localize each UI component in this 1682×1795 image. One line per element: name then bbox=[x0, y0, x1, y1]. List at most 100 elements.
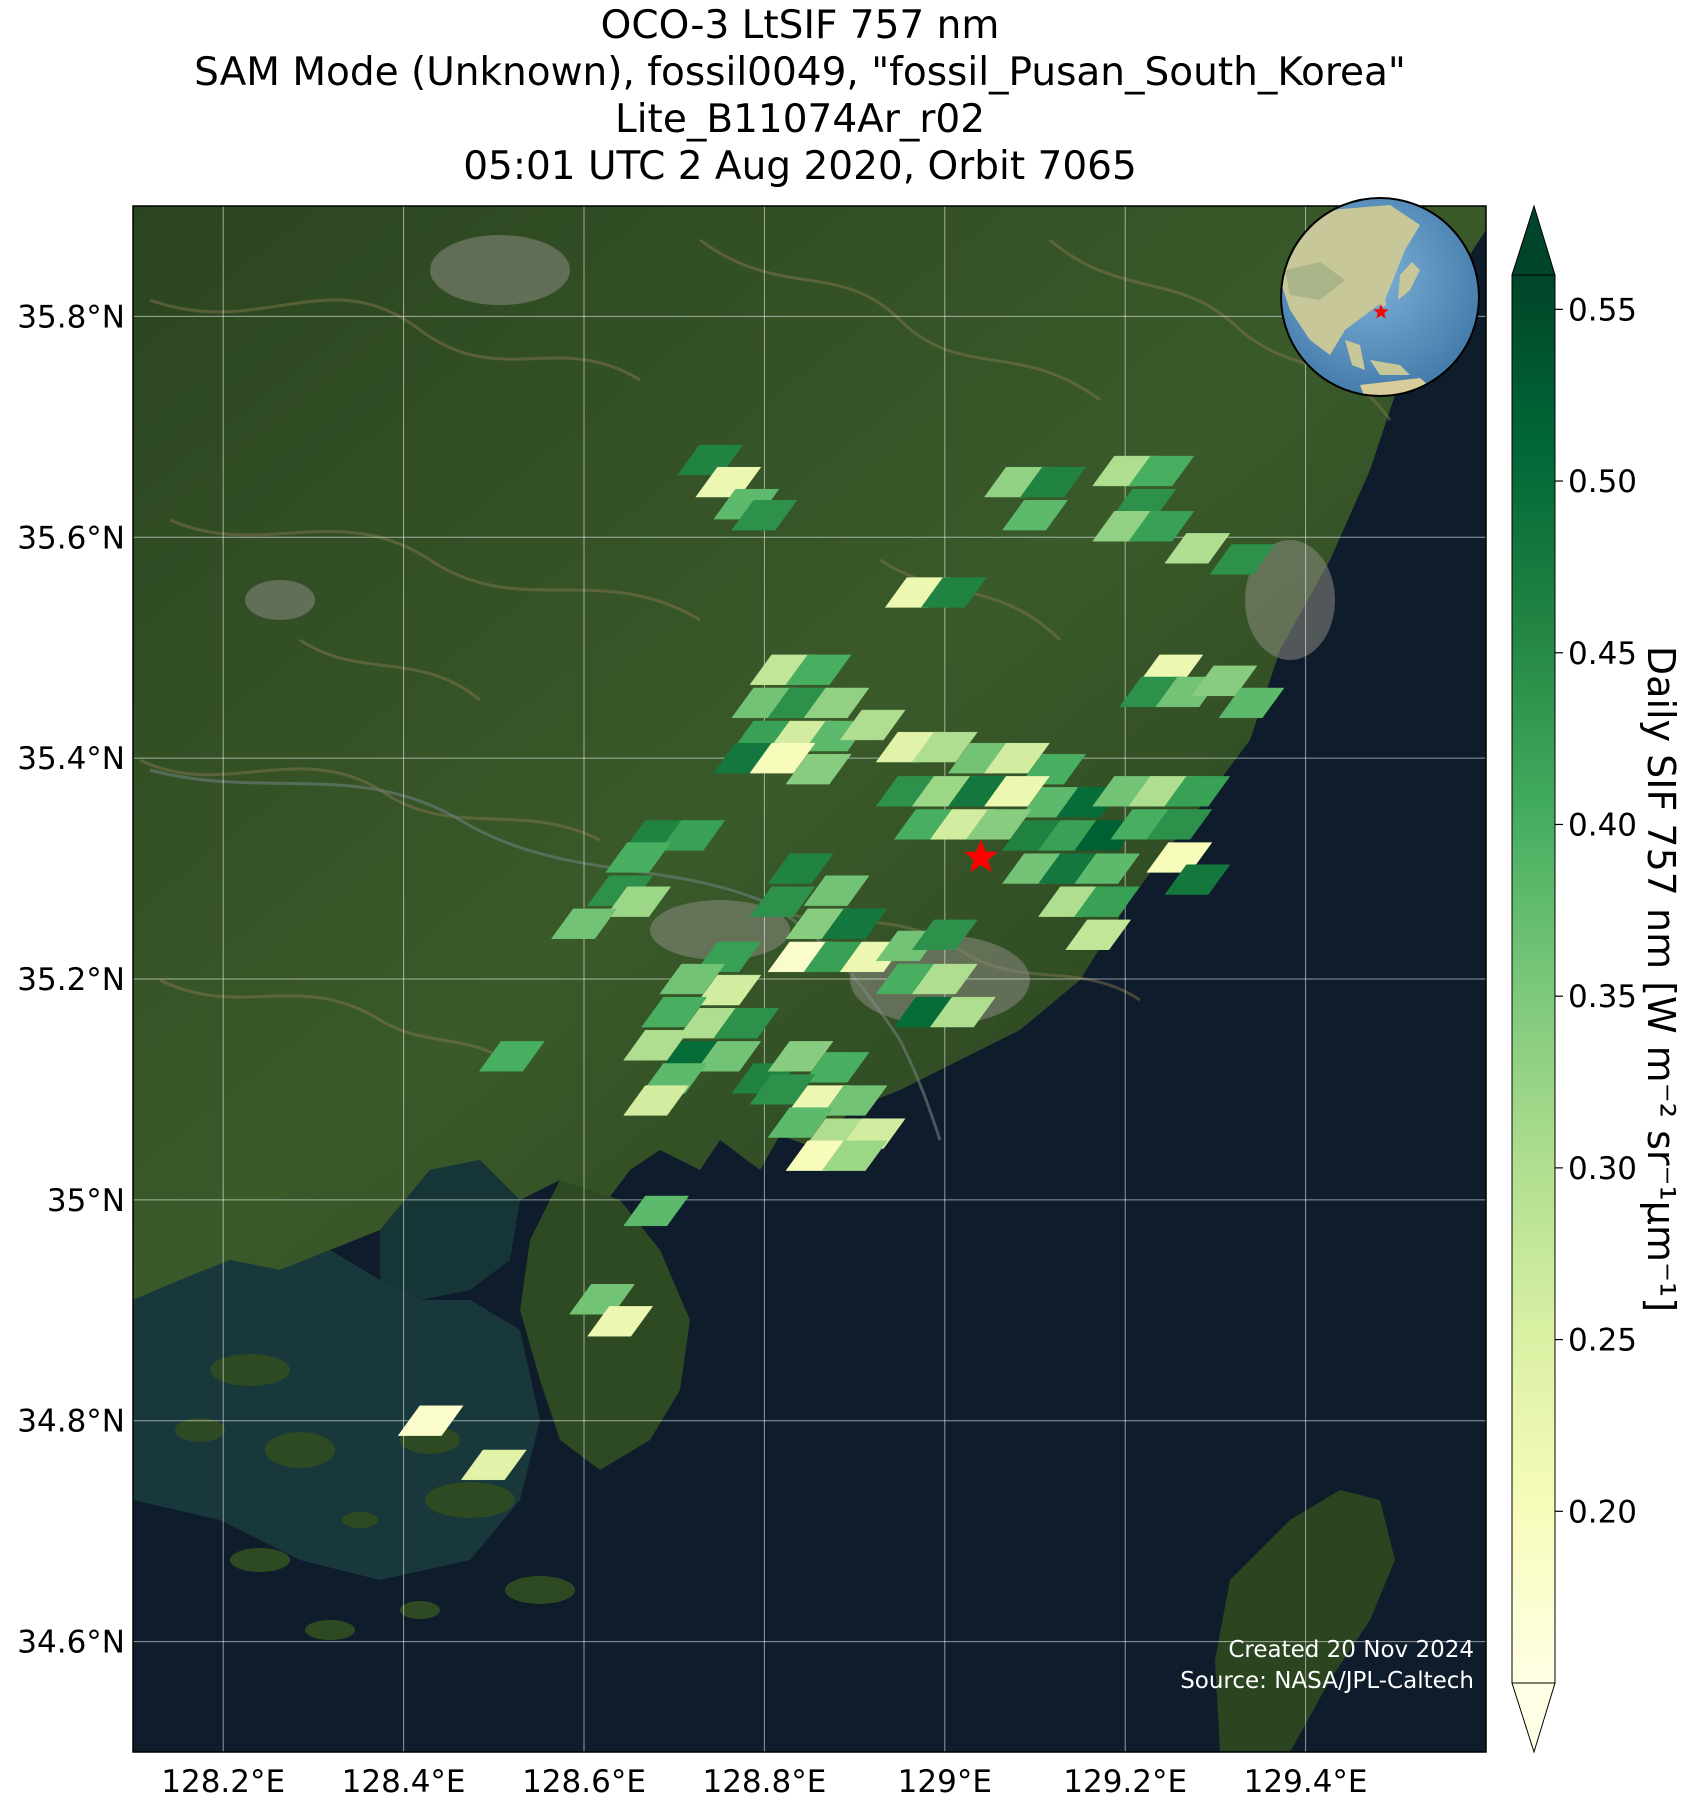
lon-tick-label: 128.2°E bbox=[161, 1764, 285, 1795]
globe-himalaya bbox=[1285, 262, 1345, 300]
lat-tick-label: 34.8°N bbox=[17, 1404, 125, 1440]
credit-line-1: Created 20 Nov 2024 bbox=[1228, 1637, 1474, 1663]
colorbar: 0.55 0.50 0.45 0.40 0.35 0.30 0.25 0.20 Daily S… bbox=[1511, 204, 1682, 1754]
river bbox=[149, 768, 942, 1141]
latitude-tick-labels: 35.8°N 35.6°N 35.4°N 35.2°N 35°N 34.8°N 34.6°N bbox=[17, 299, 125, 1660]
sif-footprint bbox=[911, 919, 978, 950]
lon-tick-label: 128.4°E bbox=[342, 1764, 466, 1795]
colorbar-body bbox=[1511, 274, 1556, 1684]
sif-footprint bbox=[767, 1041, 834, 1072]
colorbar-tick-label: 0.35 bbox=[1568, 979, 1637, 1015]
sif-footprint bbox=[920, 577, 987, 608]
sif-footprint bbox=[803, 1052, 870, 1083]
lat-tick-label: 34.6°N bbox=[17, 1625, 125, 1661]
sif-footprint bbox=[695, 974, 762, 1006]
sif-footprint bbox=[749, 1074, 816, 1105]
sif-footprint bbox=[1209, 544, 1276, 575]
colorbar-tick-label: 0.45 bbox=[1568, 636, 1637, 672]
globe-korea bbox=[1377, 285, 1386, 308]
lon-tick-label: 128.8°E bbox=[702, 1764, 826, 1795]
sif-footprint bbox=[1164, 864, 1231, 895]
sif-footprint bbox=[659, 820, 726, 851]
colorbar-ticks: 0.55 0.50 0.45 0.40 0.35 0.30 0.25 0.20 bbox=[1555, 292, 1637, 1530]
globe-seasia bbox=[1345, 340, 1410, 375]
sif-footprint bbox=[785, 754, 852, 785]
sif-footprint bbox=[1164, 776, 1231, 807]
title-line-1: OCO-3 LtSIF 757 nm bbox=[600, 3, 1000, 48]
globe-icon bbox=[1281, 198, 1479, 396]
sif-footprint bbox=[1218, 687, 1285, 719]
colorbar-tick-label: 0.25 bbox=[1568, 1323, 1637, 1359]
sif-footprint bbox=[460, 1449, 527, 1481]
sif-footprint bbox=[605, 886, 672, 917]
sif-footprint bbox=[749, 742, 816, 774]
map-title: OCO-3 LtSIF 757 nm SAM Mode (Unknown), f… bbox=[100, 2, 1500, 190]
sif-footprint bbox=[821, 908, 888, 939]
colorbar-tick-label: 0.40 bbox=[1568, 807, 1637, 843]
sif-footprint bbox=[1065, 919, 1132, 950]
sif-footprint bbox=[767, 853, 834, 884]
sif-footprint bbox=[551, 908, 617, 939]
globe-inset bbox=[1280, 197, 1480, 397]
title-line-2: SAM Mode (Unknown), fossil0049, "fossil_… bbox=[194, 50, 1406, 95]
sif-footprint bbox=[785, 654, 852, 685]
sif-footprint bbox=[984, 742, 1050, 774]
gridlines bbox=[133, 206, 1486, 1752]
sif-footprint bbox=[1146, 809, 1213, 840]
sif-footprint bbox=[713, 1008, 780, 1039]
sif-footprint bbox=[659, 963, 726, 995]
sif-footprint bbox=[623, 1195, 690, 1227]
sif-footprint bbox=[623, 1030, 690, 1061]
title-line-3: Lite_B11074Ar_r02 bbox=[614, 97, 986, 142]
lon-tick-label: 129°E bbox=[898, 1764, 992, 1795]
sif-footprints bbox=[397, 444, 1285, 1481]
lon-tick-label: 128.6°E bbox=[522, 1764, 646, 1795]
globe-japan bbox=[1398, 262, 1420, 300]
lat-tick-label: 35.2°N bbox=[17, 962, 125, 998]
globe-outline bbox=[1280, 197, 1480, 397]
sif-footprint bbox=[731, 500, 798, 531]
sif-footprint bbox=[587, 1306, 654, 1337]
lat-tick-label: 35.8°N bbox=[17, 299, 125, 335]
colorbar-extend-max bbox=[1511, 204, 1556, 276]
sif-footprint bbox=[803, 687, 870, 719]
sif-footprint bbox=[984, 776, 1050, 807]
colorbar-tick-label: 0.55 bbox=[1568, 292, 1637, 328]
map-panel: Created 20 Nov 2024 Source: NASA/JPL-Cal… bbox=[133, 206, 1486, 1752]
bay-coastal-water bbox=[380, 1160, 520, 1300]
lat-tick-label: 35.6°N bbox=[17, 520, 125, 556]
sif-footprint bbox=[478, 1041, 545, 1072]
lon-tick-label: 129.2°E bbox=[1063, 1764, 1187, 1795]
colorbar-extend-min bbox=[1511, 1682, 1556, 1754]
lat-tick-label: 35.4°N bbox=[17, 741, 125, 777]
sif-footprint bbox=[397, 1405, 464, 1436]
sif-footprint bbox=[1164, 533, 1231, 564]
colorbar-label: Daily SIF 757 nm [W m⁻² sr⁻¹μm⁻¹] bbox=[1639, 646, 1682, 1312]
sif-footprint bbox=[1002, 500, 1068, 531]
sif-footprint bbox=[1074, 853, 1141, 884]
colorbar-tick-label: 0.30 bbox=[1568, 1151, 1637, 1187]
colorbar-tick-label: 0.50 bbox=[1568, 464, 1637, 500]
sif-footprint bbox=[1128, 511, 1195, 542]
sif-footprint bbox=[911, 963, 978, 995]
title-line-4: 05:01 UTC 2 Aug 2020, Orbit 7065 bbox=[463, 144, 1137, 189]
sif-footprint bbox=[821, 1140, 888, 1171]
sif-footprint bbox=[1128, 455, 1195, 487]
lon-tick-label: 129.4°E bbox=[1244, 1764, 1368, 1795]
sif-footprint bbox=[1020, 466, 1086, 498]
longitude-tick-labels: 128.2°E 128.4°E 128.6°E 128.8°E 129°E 129.2°E… bbox=[161, 1764, 1367, 1795]
sif-footprint bbox=[641, 996, 708, 1028]
map-frame bbox=[132, 205, 1487, 1753]
globe-asia-landmass bbox=[1281, 205, 1420, 355]
sif-footprint bbox=[623, 1085, 690, 1116]
sif-footprint bbox=[965, 809, 1032, 840]
lat-tick-label: 35°N bbox=[47, 1183, 125, 1219]
small-islands bbox=[175, 1354, 575, 1640]
sif-footprint bbox=[803, 875, 870, 906]
star-icon bbox=[963, 839, 998, 873]
credit-line-2: Source: NASA/JPL-Caltech bbox=[1180, 1668, 1474, 1694]
globe-star-icon bbox=[1373, 304, 1389, 319]
sif-footprint bbox=[929, 996, 996, 1028]
sif-footprint bbox=[749, 886, 816, 917]
